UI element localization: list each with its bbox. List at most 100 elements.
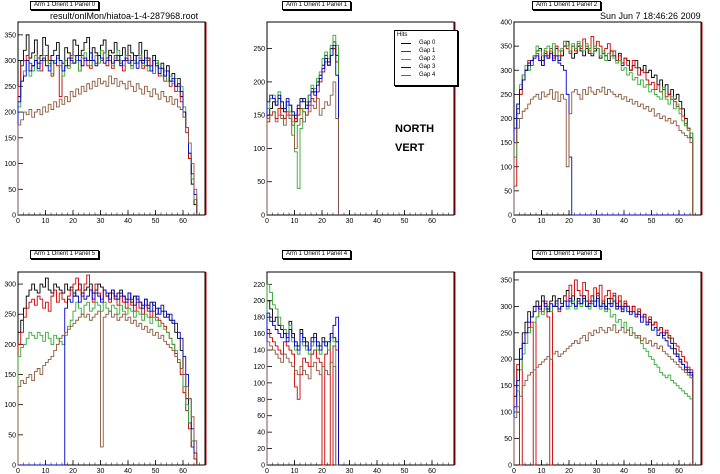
histogram-series: [266, 341, 339, 466]
histogram-series: [17, 75, 198, 215]
y-tick-label: 350: [500, 277, 512, 284]
x-tick-label: 50: [152, 218, 160, 225]
y-tick-label: 250: [253, 46, 265, 53]
y-tick-label: 100: [500, 410, 512, 417]
x-tick-label: 50: [648, 468, 656, 474]
y-tick-label: 100: [253, 146, 265, 153]
y-tick-label: 200: [4, 110, 16, 117]
y-tick-label: 200: [253, 79, 265, 86]
panel-title-4: Arm 1 Orient 1 Panel 4: [282, 250, 352, 259]
y-tick-label: 100: [4, 161, 16, 168]
y-tick-label: 100: [253, 380, 265, 387]
x-tick-label: 40: [373, 218, 381, 225]
panel-title-3: Arm 1 Orient 1 Panel 3: [532, 250, 602, 259]
plot-frame: [513, 21, 702, 216]
y-tick-label: 150: [253, 113, 265, 120]
x-tick-label: 40: [124, 218, 132, 225]
y-tick-label: 250: [4, 312, 16, 319]
y-tick-label: 300: [500, 304, 512, 311]
legend-label: Gap 3: [419, 64, 436, 70]
x-tick-label: 30: [346, 468, 354, 474]
histogram-series: [513, 324, 694, 465]
histogram-series: [513, 86, 694, 215]
histogram-series: [513, 297, 694, 465]
y-tick-label: 150: [4, 135, 16, 142]
plot-frame: [266, 271, 455, 466]
y-tick-label: 180: [253, 315, 265, 322]
legend-label: Gap 1: [419, 48, 436, 54]
y-tick-label: 250: [500, 92, 512, 99]
vert-label: VERT: [395, 142, 425, 154]
y-tick-label: 150: [500, 383, 512, 390]
legend: Hits Gap 0 Gap 1 Gap 2 Gap 3 Gap 4: [394, 30, 458, 86]
y-tick-label: 150: [500, 140, 512, 147]
legend-swatch: [401, 51, 411, 52]
y-tick-label: 200: [500, 357, 512, 364]
legend-title: Hits: [397, 32, 408, 38]
x-tick-label: 0: [265, 218, 269, 225]
x-tick-label: 40: [124, 468, 132, 474]
x-tick-label: 10: [538, 468, 546, 474]
y-tick-label: 140: [253, 348, 265, 355]
x-tick-label: 40: [620, 468, 628, 474]
y-tick-label: 0: [12, 463, 16, 470]
plot-frame: [17, 271, 206, 466]
x-tick-label: 60: [675, 468, 683, 474]
y-tick-label: 300: [4, 58, 16, 65]
legend-swatch: [401, 43, 411, 44]
y-tick-label: 0: [12, 213, 16, 220]
x-tick-label: 60: [675, 218, 683, 225]
y-tick-label: 0: [508, 213, 512, 220]
histogram-series: [17, 301, 198, 465]
histogram-series: [18, 289, 198, 466]
x-tick-label: 50: [401, 468, 409, 474]
x-tick-label: 20: [318, 218, 326, 225]
x-tick-label: 40: [373, 468, 381, 474]
x-tick-label: 50: [152, 468, 160, 474]
x-tick-label: 10: [42, 468, 50, 474]
x-tick-label: 50: [401, 218, 409, 225]
x-tick-label: 20: [565, 218, 573, 225]
x-tick-label: 20: [69, 468, 77, 474]
x-tick-label: 10: [538, 218, 546, 225]
legend-entry: Gap 3: [395, 63, 457, 71]
x-tick-label: 10: [291, 468, 299, 474]
y-tick-label: 400: [500, 20, 512, 27]
y-tick-label: 20: [257, 446, 265, 453]
x-tick-label: 60: [179, 468, 187, 474]
panel-title-5: Arm 1 Orient 1 Panel 5: [30, 250, 100, 259]
y-tick-label: 0: [261, 463, 265, 470]
north-label: NORTH: [395, 123, 435, 135]
x-tick-label: 60: [179, 218, 187, 225]
legend-entry: Gap 2: [395, 55, 457, 63]
x-tick-label: 20: [318, 468, 326, 474]
y-tick-label: 300: [500, 68, 512, 75]
y-tick-label: 120: [253, 364, 265, 371]
legend-swatch: [401, 75, 411, 76]
panel-title-0: Arm 1 Orient 1 Panel 0: [30, 1, 100, 10]
y-tick-label: 200: [500, 116, 512, 123]
histogram-series: [17, 310, 198, 465]
x-tick-label: 20: [69, 218, 77, 225]
x-tick-label: 30: [346, 218, 354, 225]
y-tick-label: 300: [4, 282, 16, 289]
y-tick-label: 50: [8, 432, 16, 439]
y-tick-label: 350: [4, 32, 16, 39]
y-tick-label: 50: [504, 436, 512, 443]
histogram-series: [513, 300, 694, 465]
y-tick-label: 50: [257, 179, 265, 186]
x-tick-label: 0: [265, 468, 269, 474]
histogram-series: [266, 81, 339, 215]
x-tick-label: 30: [97, 468, 105, 474]
y-tick-label: 150: [4, 372, 16, 379]
y-tick-label: 220: [253, 282, 265, 289]
x-tick-label: 30: [97, 218, 105, 225]
y-tick-label: 100: [500, 164, 512, 171]
x-tick-label: 0: [512, 468, 516, 474]
file-label: result/onlMon/hiatoa-1-4-287968.root: [50, 11, 199, 21]
panel-title-1: Arm 1 Orient 1 Panel 1: [282, 1, 352, 10]
histogram-series: [513, 52, 693, 216]
x-tick-label: 0: [16, 218, 20, 225]
panel-title-2: Arm 1 Orient 1 Panel 2: [532, 1, 602, 10]
